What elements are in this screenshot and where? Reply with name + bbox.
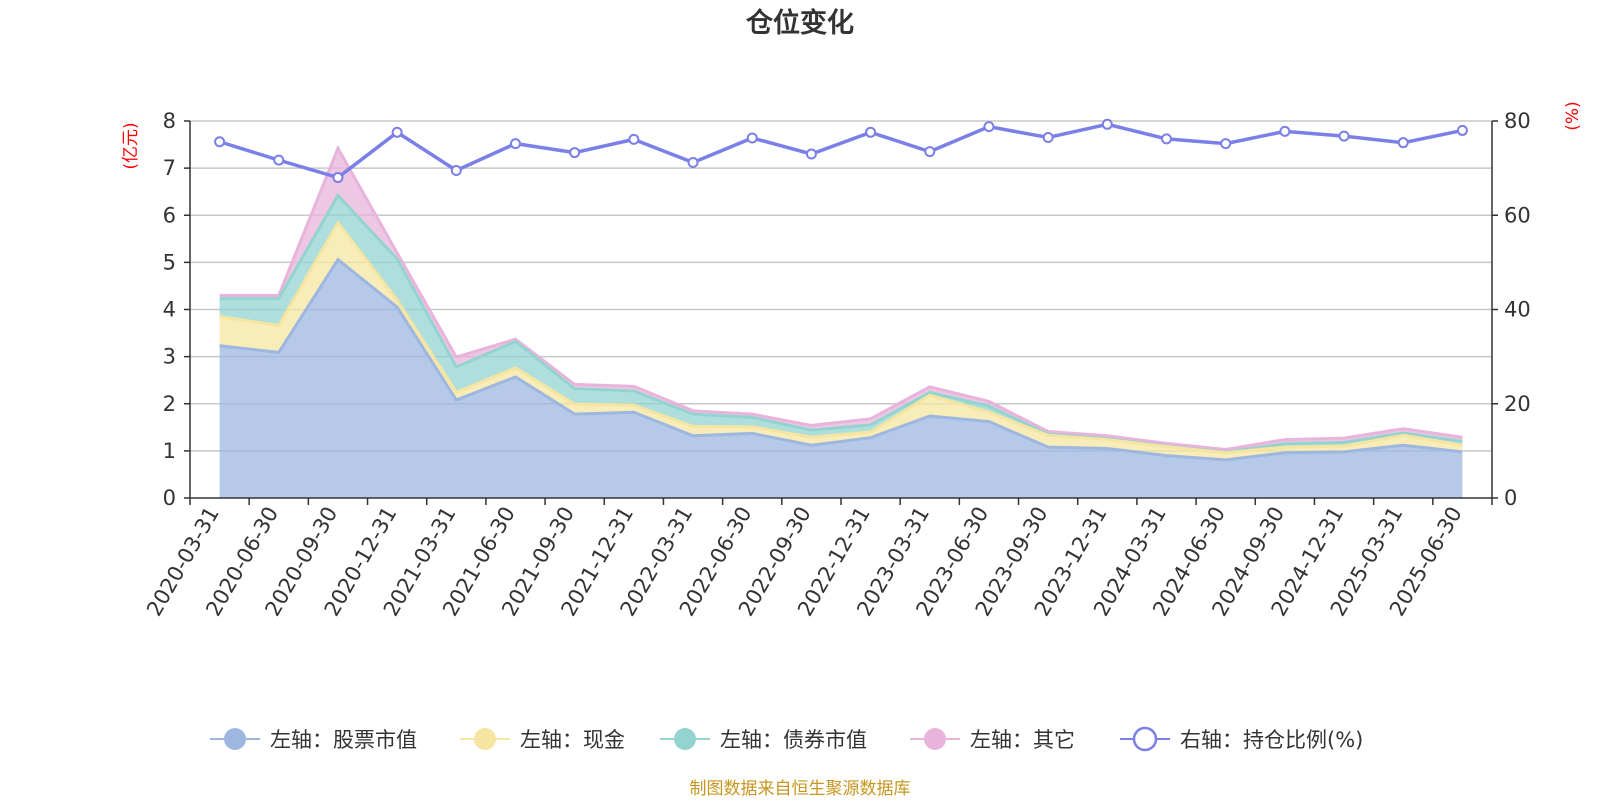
legend-label: 右轴：持仓比例(%) xyxy=(1180,728,1363,752)
ratio-point[interactable] xyxy=(1338,130,1350,142)
left-axis-tick-label: 6 xyxy=(163,203,176,227)
ratio-point[interactable] xyxy=(569,147,581,159)
ratio-point[interactable] xyxy=(1042,131,1054,143)
legend-marker xyxy=(924,728,946,750)
ratio-point[interactable] xyxy=(805,148,817,160)
left-axis-tick-label: 1 xyxy=(163,439,176,463)
area-左轴：现金 xyxy=(219,222,1463,460)
area-左轴：其它 xyxy=(219,148,1463,453)
right-axis-unit: (%) xyxy=(1563,101,1583,130)
legend-label: 左轴：股票市值 xyxy=(270,728,417,752)
left-axis-tick-label: 3 xyxy=(163,345,176,369)
legend[interactable]: 左轴：股票市值 左轴：现金 左轴：债券市值 左轴：其它 右轴：持仓比例(%) xyxy=(210,726,1363,752)
left-axis-unit: (亿元) xyxy=(121,122,141,169)
ratio-point[interactable] xyxy=(1101,118,1113,130)
area-edge-左轴：债券市值 xyxy=(219,192,1463,454)
area-edge-左轴：现金 xyxy=(219,220,1463,455)
ratio-point[interactable] xyxy=(865,126,877,138)
holding-ratio-line xyxy=(214,118,1468,184)
right-axis-tick-label: 0 xyxy=(1504,486,1517,510)
legend-marker xyxy=(674,728,696,750)
ratio-point[interactable] xyxy=(1161,133,1172,145)
right-axis-tick-label: 80 xyxy=(1504,109,1531,133)
legend-item[interactable]: 右轴：持仓比例(%) xyxy=(1120,726,1363,752)
ratio-line-path xyxy=(219,122,1463,180)
ratio-point[interactable] xyxy=(1220,138,1232,150)
left-axis-tick-label: 5 xyxy=(163,250,176,274)
left-axis-tick-label: 2 xyxy=(163,392,176,416)
legend-marker xyxy=(474,728,496,750)
ratio-point[interactable] xyxy=(687,156,699,168)
ratio-point[interactable] xyxy=(924,146,936,158)
ratio-point[interactable] xyxy=(983,121,995,133)
ratio-point[interactable] xyxy=(214,136,226,148)
left-axis-tick-label: 0 xyxy=(163,486,176,510)
right-axis-tick-label: 40 xyxy=(1504,298,1531,322)
area-左轴：债券市值 xyxy=(219,195,1463,453)
ratio-point[interactable] xyxy=(1397,137,1409,149)
right-axis-tick-label: 60 xyxy=(1504,203,1531,227)
legend-label: 左轴：其它 xyxy=(970,728,1075,752)
legend-marker xyxy=(224,728,246,750)
ratio-point[interactable] xyxy=(1279,125,1291,137)
ratio-point[interactable] xyxy=(746,132,758,144)
ratio-point[interactable] xyxy=(628,133,640,145)
stacked-areas xyxy=(219,144,1463,498)
legend-label: 左轴：债券市值 xyxy=(720,728,867,752)
chart-title: 仓位变化 xyxy=(745,7,854,39)
left-axis-tick-label: 7 xyxy=(163,156,176,180)
ratio-point[interactable] xyxy=(332,172,344,184)
ratio-point[interactable] xyxy=(450,164,462,176)
legend-marker xyxy=(1132,726,1158,752)
left-axis-tick-label: 8 xyxy=(163,109,176,133)
area-edge-左轴：股票市值 xyxy=(219,257,1463,462)
ratio-point[interactable] xyxy=(273,154,285,166)
legend-item[interactable]: 左轴：现金 xyxy=(460,728,625,752)
ratio-point[interactable] xyxy=(1456,124,1468,136)
data-source-note: 制图数据来自恒生聚源数据库 xyxy=(690,779,911,799)
left-axis-tick-label: 4 xyxy=(163,298,176,322)
ratio-point[interactable] xyxy=(391,126,403,138)
area-edge-左轴：其它 xyxy=(219,144,1463,451)
legend-item[interactable]: 左轴：其它 xyxy=(910,728,1075,752)
legend-item[interactable]: 左轴：债券市值 xyxy=(660,728,867,752)
legend-item[interactable]: 左轴：股票市值 xyxy=(210,728,417,752)
ratio-point[interactable] xyxy=(510,138,521,150)
right-axis-tick-label: 20 xyxy=(1504,392,1531,416)
area-左轴：股票市值 xyxy=(219,259,1463,498)
legend-label: 左轴：现金 xyxy=(520,728,625,752)
